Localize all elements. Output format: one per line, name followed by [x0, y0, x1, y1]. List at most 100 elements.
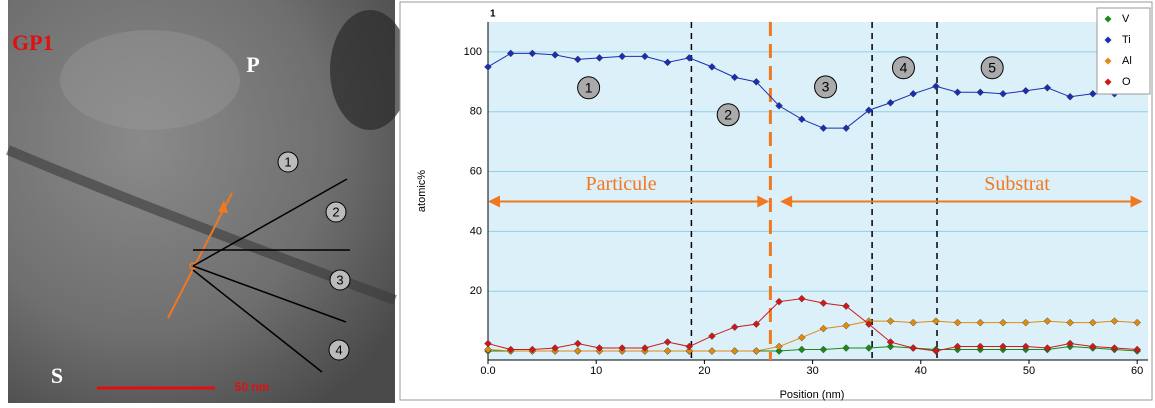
zone-label: 1	[585, 80, 593, 96]
region-label: Substrat	[984, 173, 1050, 195]
data-point	[708, 347, 716, 355]
data-point	[775, 297, 783, 306]
zone-markers: 1 2 3 4	[277, 151, 351, 361]
data-point	[685, 54, 694, 62]
data-point	[909, 90, 917, 98]
data-point	[730, 347, 739, 355]
data-point	[819, 299, 828, 307]
micrograph: 1 2 3 4 GP1 P S 50 nm	[6, 0, 410, 403]
data-point	[819, 124, 828, 132]
legend-marker	[1104, 36, 1112, 44]
data-point	[775, 101, 783, 110]
data-point	[663, 338, 672, 346]
profile-line	[167, 192, 233, 319]
zone-label: 5	[988, 59, 996, 75]
x-tick-label: 40	[915, 365, 927, 377]
light-region	[60, 30, 240, 130]
label-bg	[967, 174, 1068, 197]
data-point	[641, 344, 649, 352]
data-point	[730, 323, 739, 331]
data-point	[663, 58, 672, 67]
x-tick-label: 10	[590, 365, 602, 377]
label-bg	[571, 174, 672, 197]
data-point	[886, 317, 895, 325]
x-tick-label: 30	[806, 365, 818, 377]
legend-label: Ti	[1122, 34, 1131, 46]
data-point	[976, 88, 985, 97]
x-tick-label: 50	[1023, 365, 1035, 377]
data-point	[932, 317, 940, 325]
arrow-head	[757, 195, 770, 208]
x-axis-label: Position (nm)	[780, 389, 845, 401]
data-point	[953, 88, 962, 97]
data-point	[685, 347, 694, 355]
data-point	[506, 345, 515, 354]
data-point	[932, 347, 940, 355]
data-point	[886, 98, 895, 107]
arrow-head	[1130, 195, 1143, 208]
data-point	[775, 342, 783, 351]
data-point	[551, 51, 559, 59]
series-line	[487, 298, 1138, 352]
data-point	[976, 342, 985, 351]
data-point	[1043, 344, 1052, 352]
data-point	[842, 344, 850, 352]
data-point	[999, 342, 1007, 351]
data-point	[953, 318, 962, 327]
legend: V Ti Al O	[1096, 7, 1151, 95]
data-point	[708, 332, 716, 340]
data-point	[842, 321, 850, 330]
data-point	[574, 339, 582, 348]
arrow-head	[780, 195, 793, 208]
data-point	[976, 318, 985, 327]
y-tick-label: 40	[470, 225, 482, 237]
data-point	[752, 320, 761, 328]
data-point	[1066, 92, 1074, 101]
data-point	[819, 345, 828, 354]
region-label: P	[246, 52, 259, 77]
data-point	[1066, 318, 1074, 327]
data-point	[1133, 318, 1141, 327]
data-point	[886, 338, 895, 346]
data-point	[999, 318, 1007, 327]
data-point	[551, 344, 559, 352]
x-tick-label: 0.0	[480, 365, 495, 377]
legend-marker	[1104, 78, 1112, 86]
data-point	[1043, 317, 1052, 325]
zone-lines	[192, 178, 350, 373]
data-point	[1021, 342, 1030, 351]
zone-label: 4	[335, 342, 342, 357]
x-tick-label: 20	[698, 365, 710, 377]
data-point	[1110, 317, 1119, 325]
data-point	[865, 320, 873, 328]
legend-box	[1096, 7, 1151, 95]
y-tick-label: 60	[470, 165, 482, 177]
data-point	[842, 302, 850, 310]
data-point	[797, 294, 806, 303]
data-point	[752, 347, 761, 355]
legend-marker	[1104, 57, 1112, 65]
legend-label: V	[1122, 13, 1130, 25]
data-point	[953, 342, 962, 351]
data-point	[528, 345, 537, 354]
dark-region	[330, 10, 410, 130]
data-point	[618, 344, 626, 352]
data-point	[909, 344, 917, 352]
data-point	[730, 73, 739, 82]
sample-label: GP1	[12, 30, 54, 55]
data-point	[752, 78, 761, 86]
data-point	[1110, 344, 1119, 352]
data-point	[999, 90, 1007, 98]
data-point	[595, 54, 604, 62]
region-label: Particule	[586, 173, 657, 195]
profile-origin	[189, 262, 197, 270]
y-tick-label: 20	[470, 285, 482, 297]
profile-arrow	[218, 200, 228, 213]
data-point	[1089, 318, 1097, 327]
data-point	[842, 124, 850, 132]
data-point	[932, 82, 940, 91]
data-point	[1133, 345, 1141, 354]
data-point	[1089, 342, 1097, 351]
legend-label: Al	[1122, 55, 1132, 67]
